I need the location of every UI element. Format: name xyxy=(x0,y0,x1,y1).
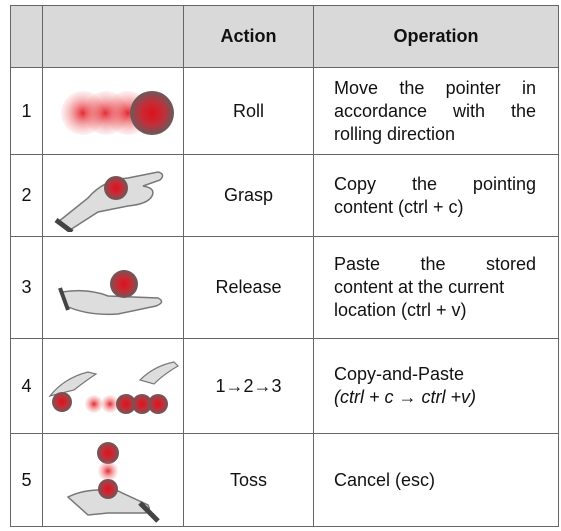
action: Release xyxy=(183,236,314,339)
operation-line: Paste the stored xyxy=(334,254,536,274)
illustration xyxy=(42,154,184,237)
illustration xyxy=(42,433,184,527)
header-row: Action Operation xyxy=(10,5,559,68)
action: Toss xyxy=(183,433,314,527)
illustration xyxy=(42,67,184,155)
operation: Cancel (esc) xyxy=(313,433,559,527)
row: 2 Grasp Copy the pointing content (ctrl … xyxy=(10,154,559,237)
illustration xyxy=(42,338,184,434)
header-cell xyxy=(42,5,184,68)
operation-line: Move the pointer in xyxy=(334,77,536,98)
operation-line: (ctrl + c → ctrl +v) xyxy=(334,387,477,407)
row-number: 4 xyxy=(10,338,43,434)
operation: Move the pointer in accordance with the … xyxy=(313,67,559,155)
operation-line: location (ctrl + v) xyxy=(334,300,467,320)
header-cell: Operation xyxy=(313,5,559,68)
release-icon xyxy=(58,269,163,315)
row: 4 1→2→3 Copy-and-Paste (ctrl + c → ctrl … xyxy=(10,338,559,434)
operation: Copy-and-Paste (ctrl + c → ctrl +v) xyxy=(313,338,559,434)
copy-paste-icon xyxy=(48,361,179,414)
row-number: 2 xyxy=(10,154,43,237)
operation-line: accordance with the xyxy=(334,100,536,121)
row: 3 Release Paste the stored content at th… xyxy=(10,236,559,339)
illustration xyxy=(42,236,184,339)
operation-line: content (ctrl + c) xyxy=(334,196,464,217)
action: Roll xyxy=(183,67,314,155)
operation-line: Copy the pointing xyxy=(334,173,536,194)
row-number: 1 xyxy=(10,67,43,155)
action: Grasp xyxy=(183,154,314,237)
operation: Paste the stored content at the current … xyxy=(313,236,559,339)
operation-line: content at the current xyxy=(334,277,505,297)
toss-icon xyxy=(66,442,160,523)
operation-line: Cancel (esc) xyxy=(334,469,436,490)
table: Action Operation 1 Roll Move the pointer… xyxy=(10,5,559,527)
grasp-icon xyxy=(54,170,164,232)
action: 1→2→3 xyxy=(183,338,314,434)
row-number: 3 xyxy=(10,236,43,339)
row: 5 Toss Cancel (esc) xyxy=(10,433,559,527)
header-cell xyxy=(10,5,43,68)
roll-icon xyxy=(61,91,174,135)
header-cell: Action xyxy=(183,5,314,68)
row-number: 5 xyxy=(10,433,43,527)
row: 1 Roll Move the pointer in accordance wi… xyxy=(10,67,559,155)
operation-line: rolling direction xyxy=(334,123,456,144)
operation-line: Copy-and-Paste xyxy=(334,364,465,384)
gesture-table: Action Operation 1 Roll Move the pointer… xyxy=(10,5,559,527)
operation: Copy the pointing content (ctrl + c) xyxy=(313,154,559,237)
